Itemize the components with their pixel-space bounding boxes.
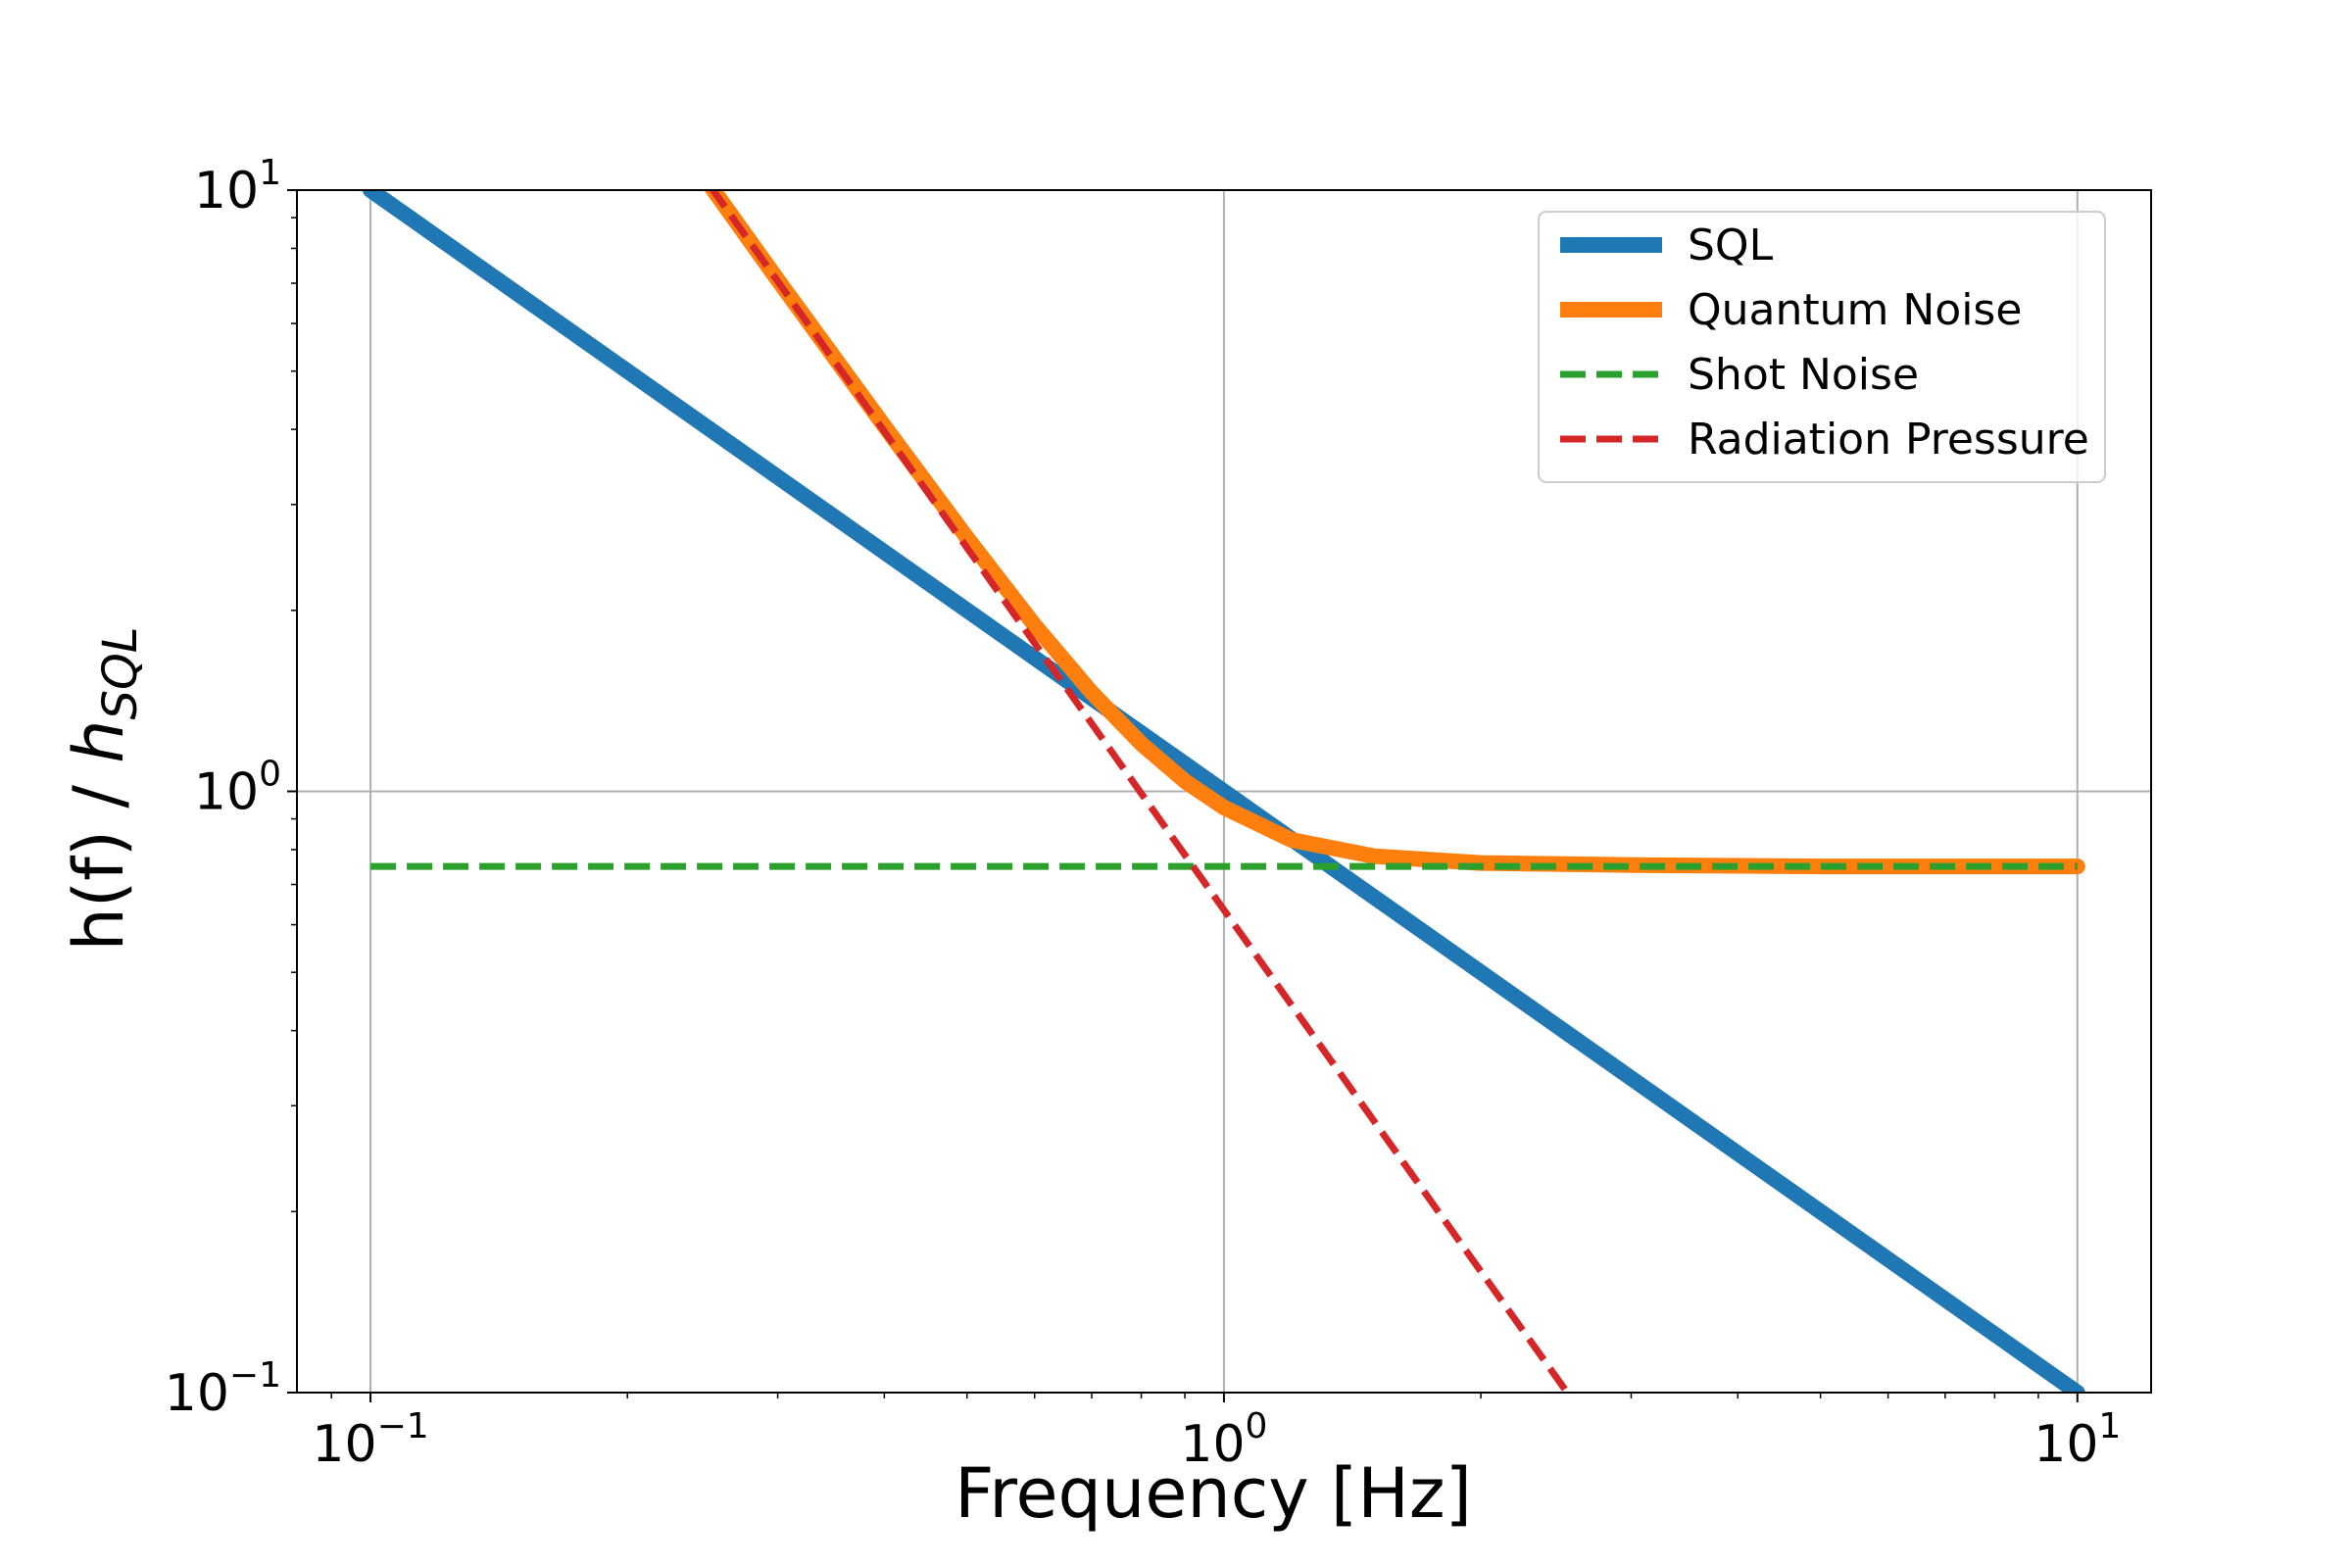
- x-axis-label: Frequency [Hz]: [955, 1453, 1472, 1534]
- x-tick-label: 100: [1180, 1406, 1267, 1474]
- x-tick-base: 10: [2034, 1415, 2098, 1474]
- y-tick-label: 100: [194, 755, 281, 822]
- plot-area: [363, 190, 2085, 1393]
- series-line-radiation-pressure: [709, 190, 1572, 1393]
- series-line-sql: [363, 190, 2085, 1393]
- legend-label: Quantum Noise: [1688, 285, 2022, 335]
- y-axis-label-main: h(f) /: [59, 763, 139, 952]
- legend-label: Shot Noise: [1688, 350, 1919, 400]
- y-tick-base: 10: [194, 763, 259, 822]
- legend: SQL Quantum Noise Shot Noise Radiation Pres…: [1538, 211, 2106, 483]
- y-axis-label: h(f) / hSQL: [59, 626, 148, 951]
- legend-label: Radiation Pressure: [1688, 415, 2089, 465]
- y-axis-label-italic: h: [59, 719, 139, 762]
- legend-label: SQL: [1688, 220, 1774, 270]
- y-tick-label: 101: [194, 153, 281, 220]
- y-tick-exponent: 1: [259, 153, 281, 193]
- x-tick-exponent: 1: [2098, 1406, 2121, 1446]
- x-tick-base: 10: [312, 1415, 376, 1474]
- x-tick-base: 10: [1180, 1415, 1245, 1474]
- y-tick-exponent: 0: [259, 755, 281, 795]
- y-tick-exponent: −1: [229, 1355, 281, 1396]
- y-tick-base: 10: [165, 1364, 229, 1423]
- x-tick-label: 101: [2034, 1406, 2121, 1474]
- y-tick-label: 10−1: [165, 1355, 281, 1423]
- x-tick-exponent: −1: [377, 1406, 429, 1446]
- x-tick-exponent: 0: [1246, 1406, 1268, 1446]
- y-axis-label-subscript: SQL: [93, 626, 148, 719]
- legend-box: [1538, 211, 2106, 483]
- y-tick-base: 10: [194, 162, 259, 220]
- x-tick-label: 10−1: [312, 1406, 428, 1474]
